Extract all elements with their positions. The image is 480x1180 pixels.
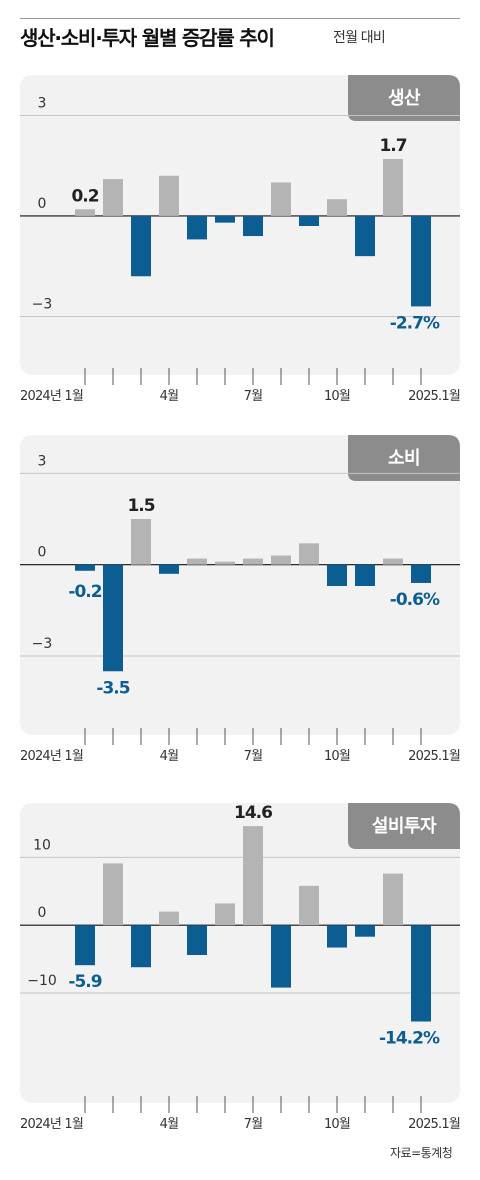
chart-tag [348,803,460,849]
bar [187,925,207,956]
x-tick-label: 2024년 1월 [20,749,83,764]
bar [327,199,347,216]
bar [103,179,123,216]
chart-investment: 설비투자 10 0 −10 -5.9 14.6 -14.2% 2024년 1월 4월 7월 10월 2… [20,803,461,1132]
page-title: 생산·소비·투자 월별 증감률 추이 [20,26,275,50]
bar [383,159,403,216]
y-tick-label: 0 [38,905,47,921]
bar [75,209,95,216]
chart-tag-label: 설비투자 [372,816,437,837]
bar [355,564,375,586]
x-tick-label: 2024년 1월 [20,389,83,404]
bar [383,558,403,565]
chart-tag [348,435,460,481]
data-label: 1.7 [379,136,406,156]
x-tick-label: 7월 [244,749,263,764]
bar [243,558,263,565]
y-tick-label: 0 [38,196,47,212]
y-tick-label: 3 [38,95,47,111]
bar [131,215,151,277]
bar [103,564,123,672]
bar [215,215,235,223]
x-tick-label: 4월 [160,749,179,764]
bar [411,564,431,583]
chart-panel-consumption: 소비 3 0 −3 -0.2 -3.5 1.5 -0.6% 2024년 1월 4월 7월 10월 202… [0,430,480,770]
data-label: -5.9 [68,972,101,992]
bar [355,925,375,937]
bar [75,925,95,966]
title-rule [20,18,460,19]
chart-consumption: 소비 3 0 −3 -0.2 -3.5 1.5 -0.6% 2024년 1월 4월 7월 10월 202… [20,435,461,764]
data-label: 1.5 [127,496,154,516]
data-label: -14.2% [379,1029,440,1049]
chart-production: 생산 3 0 −3 0.2 1.7 -2.7% 2024년 1월 4월 7월 10월 2025.1월 [20,75,461,404]
bar [411,925,431,1022]
y-tick-label: −3 [32,296,53,312]
bar [327,564,347,586]
bar [299,215,319,226]
bar [159,564,179,574]
plot-background [20,75,460,375]
x-tick-label: 7월 [244,1117,263,1132]
x-tick-label: 10월 [324,1117,350,1132]
x-tick-label: 10월 [324,749,350,764]
y-tick-label: −10 [27,973,57,989]
bar [243,215,263,237]
x-tick-label: 4월 [160,389,179,404]
bar [271,555,291,565]
data-label: -3.5 [96,678,129,698]
source-note: 자료=통계청 [390,1146,453,1160]
bar [131,519,151,565]
data-label: -0.6% [390,590,440,610]
x-tick-label: 2025.1월 [408,1117,460,1132]
data-label: -2.7% [390,313,440,333]
x-tick-label: 4월 [160,1117,179,1132]
chart-panel-production: 생산 3 0 −3 0.2 1.7 -2.7% 2024년 1월 4월 7월 10월 2025.1월 [0,70,480,410]
x-tick-label: 2025.1월 [408,749,460,764]
x-tick-label: 10월 [324,389,350,404]
bar [271,182,291,216]
bar [243,826,263,926]
bar [159,911,179,926]
chart-panel-investment: 설비투자 10 0 −10 -5.9 14.6 -14.2% 2024년 1월 4월 7월 10월 2… [0,798,480,1138]
y-tick-label: 3 [38,453,47,469]
plot-background [20,435,460,735]
chart-tag-label: 생산 [388,88,421,109]
plot-background [20,803,460,1103]
data-label: 0.2 [71,186,98,206]
bar [327,925,347,948]
bar [299,885,319,926]
bar [75,564,95,571]
bar [103,863,123,926]
y-tick-label: 0 [38,545,47,561]
data-label: -0.2 [68,582,101,602]
chart-tag [348,75,460,121]
bar [215,903,235,926]
x-tick-label: 2025.1월 [408,389,460,404]
page-subtitle: 전월 대비 [333,30,386,46]
data-label: 14.6 [234,803,272,823]
bar [383,873,403,926]
bar [159,175,179,216]
x-tick-label: 7월 [244,389,263,404]
y-tick-label: 10 [33,837,51,853]
bar [271,925,291,988]
bar [187,558,207,565]
chart-tag-label: 소비 [388,448,420,469]
x-tick-label: 2024년 1월 [20,1117,83,1132]
bar [187,215,207,240]
bar [215,561,235,565]
bar [299,543,319,565]
bar [411,215,431,307]
bar [355,215,375,257]
bar [131,925,151,968]
y-tick-label: −3 [32,636,53,652]
